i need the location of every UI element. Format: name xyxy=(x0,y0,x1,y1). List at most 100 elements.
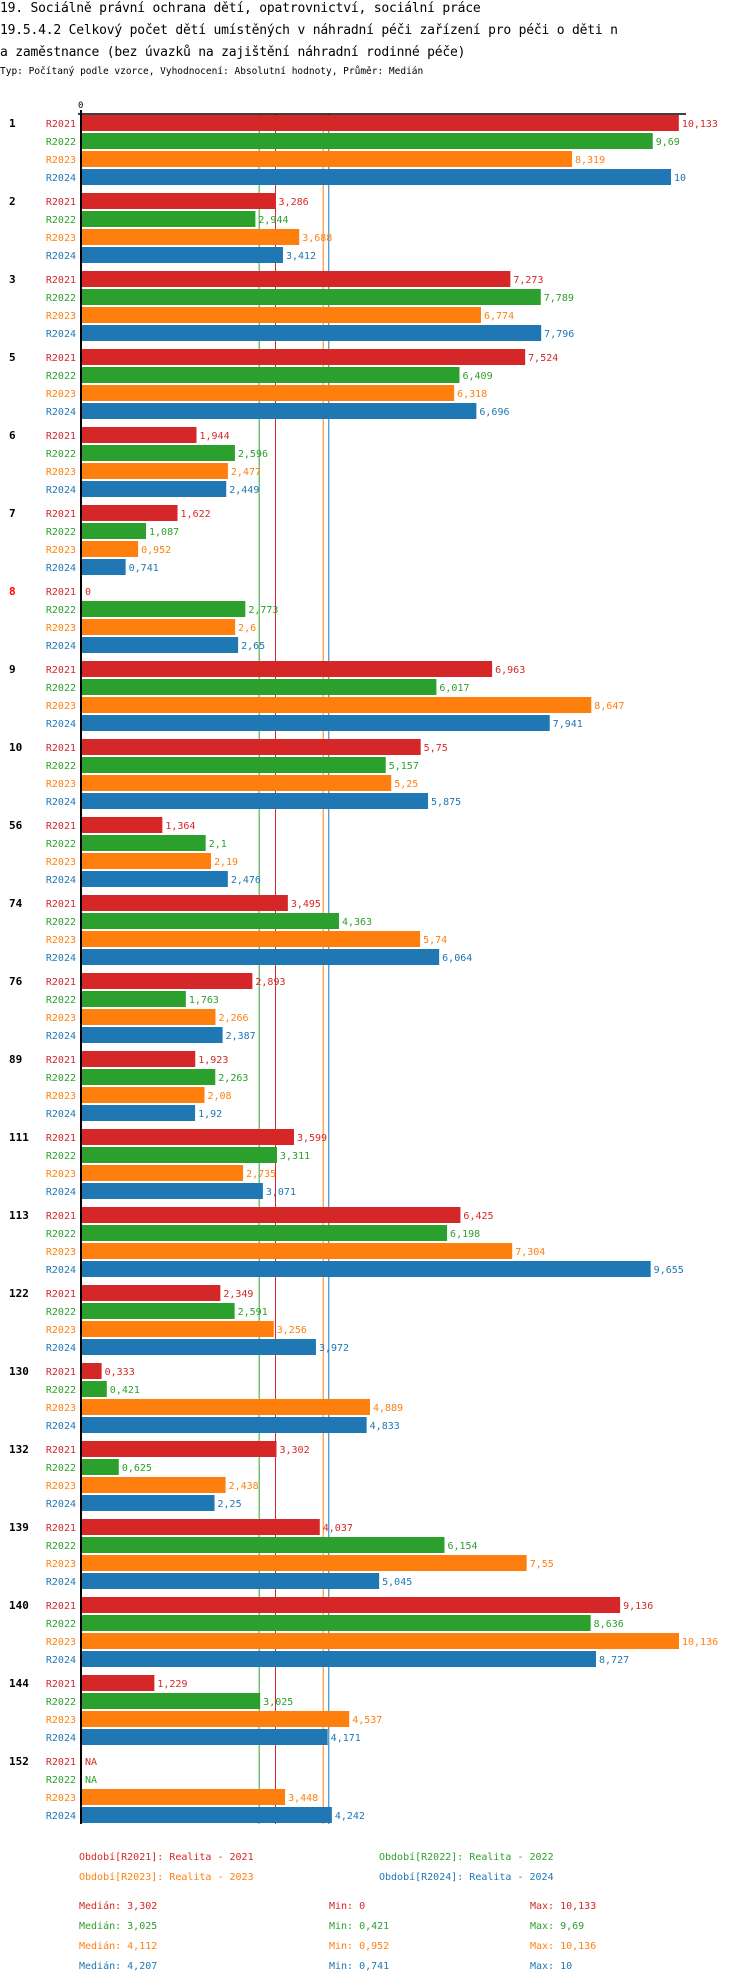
data-label: 2,449 xyxy=(229,485,259,496)
data-label: 0,333 xyxy=(105,1367,135,1378)
series-label: R2022 xyxy=(46,1229,76,1240)
category-label: 130 xyxy=(9,1365,29,1378)
data-label: 0,421 xyxy=(110,1385,140,1396)
bar-r2023 xyxy=(82,1789,286,1805)
series-label: R2023 xyxy=(46,1013,76,1024)
series-label: R2022 xyxy=(46,761,76,772)
series-label: R2023 xyxy=(46,1559,76,1570)
data-label: 5,875 xyxy=(431,797,461,808)
bar-r2024 xyxy=(82,1183,263,1199)
series-label: R2024 xyxy=(46,1421,76,1432)
series-label: R2023 xyxy=(46,1169,76,1180)
bar-r2022 xyxy=(82,1069,216,1085)
data-label: 6,425 xyxy=(463,1211,493,1222)
data-label: 4,537 xyxy=(352,1715,382,1726)
bar-r2021 xyxy=(82,1363,102,1379)
bar-r2021 xyxy=(82,271,511,287)
series-label: R2021 xyxy=(46,1601,76,1612)
data-label: 2,08 xyxy=(208,1091,232,1102)
series-label: R2023 xyxy=(46,389,76,400)
data-label: 7,273 xyxy=(513,275,543,286)
bar-r2022 xyxy=(82,1459,119,1475)
bar-r2022 xyxy=(82,757,386,773)
series-label: R2023 xyxy=(46,311,76,322)
data-label: 0,952 xyxy=(141,545,171,556)
data-label: 1,923 xyxy=(198,1055,228,1066)
data-label: 5,045 xyxy=(382,1577,412,1588)
bar-r2021 xyxy=(82,349,526,365)
bar-r2024 xyxy=(82,1651,597,1667)
data-label: 6,154 xyxy=(447,1541,477,1552)
series-label: R2023 xyxy=(46,1325,76,1336)
bar-r2024 xyxy=(82,715,550,731)
series-label: R2022 xyxy=(46,839,76,850)
series-label: R2021 xyxy=(46,1133,76,1144)
data-label: 3,412 xyxy=(286,251,316,262)
series-label: R2023 xyxy=(46,779,76,790)
data-label: 7,55 xyxy=(530,1559,554,1570)
data-label: 9,655 xyxy=(654,1265,684,1276)
bar-r2023 xyxy=(82,931,421,947)
series-label: R2024 xyxy=(46,875,76,886)
bar-r2024 xyxy=(82,1495,215,1511)
data-label: 2,349 xyxy=(223,1289,253,1300)
max-r2022: Max: 9,69 xyxy=(530,1921,585,1932)
data-label: 3,495 xyxy=(291,899,321,910)
data-label: 4,037 xyxy=(323,1523,353,1534)
chart-subtitle: Typ: Počítaný podle vzorce, Vyhodnocení:… xyxy=(0,66,424,77)
data-label: 1,763 xyxy=(189,995,219,1006)
bar-r2023 xyxy=(82,853,211,869)
data-label: 6,064 xyxy=(442,953,472,964)
data-label: 3,286 xyxy=(279,197,309,208)
chapter-title: 19. Sociálně právní ochrana dětí, opatro… xyxy=(0,1,481,16)
max-r2021: Max: 10,133 xyxy=(530,1901,597,1912)
data-label: 9,69 xyxy=(656,137,680,148)
max-r2024: Max: 10 xyxy=(530,1961,573,1972)
data-label: 4,242 xyxy=(335,1811,365,1822)
data-label: 1,229 xyxy=(157,1679,187,1690)
series-label: R2023 xyxy=(46,623,76,634)
bar-r2024 xyxy=(82,871,228,887)
bar-r2024 xyxy=(82,1807,332,1823)
series-label: R2023 xyxy=(46,935,76,946)
series-label: R2022 xyxy=(46,527,76,538)
data-label: 3,256 xyxy=(277,1325,307,1336)
bar-r2021 xyxy=(82,973,253,989)
series-label: R2024 xyxy=(46,485,76,496)
bars: 1 R2021 10,133 R2022 9,69 R2023 8,319 R2024 10 2 R… xyxy=(9,115,718,1823)
category-label: 144 xyxy=(9,1677,29,1690)
series-label: R2021 xyxy=(46,197,76,208)
category-label: 9 xyxy=(9,663,16,676)
category-label: 113 xyxy=(9,1209,29,1222)
bar-r2024 xyxy=(82,1729,328,1745)
bar-r2022 xyxy=(82,601,246,617)
series-label: R2024 xyxy=(46,407,76,418)
data-label: 3,599 xyxy=(297,1133,327,1144)
bar-r2022 xyxy=(82,445,235,461)
series-label: R2024 xyxy=(46,1343,76,1354)
data-label: 0,625 xyxy=(122,1463,152,1474)
bar-r2024 xyxy=(82,1105,196,1121)
series-label: R2024 xyxy=(46,1265,76,1276)
series-label: R2024 xyxy=(46,1811,76,1822)
bar-r2023 xyxy=(82,1165,244,1181)
data-label: 2,25 xyxy=(218,1499,242,1510)
series-label: R2022 xyxy=(46,1775,76,1786)
category-label: 139 xyxy=(9,1521,29,1534)
data-label: 1,92 xyxy=(198,1109,222,1120)
bar-r2021 xyxy=(82,193,276,209)
series-label: R2022 xyxy=(46,1697,76,1708)
series-label: R2023 xyxy=(46,1247,76,1258)
bar-r2022 xyxy=(82,1147,278,1163)
bar-r2022 xyxy=(82,1615,591,1631)
data-label: 10,133 xyxy=(682,119,718,130)
series-label: R2022 xyxy=(46,1619,76,1630)
data-label: 3,448 xyxy=(288,1793,318,1804)
series-label: R2021 xyxy=(46,353,76,364)
series-label: R2021 xyxy=(46,665,76,676)
bar-r2024 xyxy=(82,247,283,263)
category-label: 10 xyxy=(9,741,22,754)
series-label: R2023 xyxy=(46,701,76,712)
legend-item-r2022: Období[R2022]: Realita - 2022 xyxy=(379,1852,554,1863)
bar-r2023 xyxy=(82,541,139,557)
